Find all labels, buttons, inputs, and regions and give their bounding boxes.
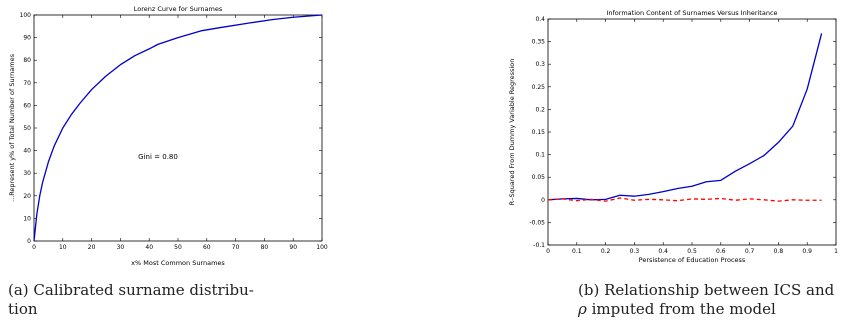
- chart-a-y-tick-label: 90: [23, 35, 31, 42]
- chart-b-y-tick-label: 0.3: [535, 61, 545, 68]
- chart-b-x-tick-label: 0.6: [716, 248, 726, 255]
- chart-a-y-tick-label: 40: [23, 148, 31, 155]
- chart-b-x-tick-label: 0.7: [745, 248, 755, 255]
- chart-b-y-tick-label: 0.05: [532, 174, 546, 181]
- gini-annotation: Gini = 0.80: [138, 153, 178, 161]
- chart-information-content: Information Content of Surnames Versus I…: [508, 9, 838, 264]
- caption-b: (b) Relationship between ICS and ρ imput…: [578, 281, 848, 319]
- chart-b-x-tick-label: 0.4: [658, 248, 668, 255]
- chart-a-x-tick-label: 20: [88, 244, 96, 251]
- chart-a-series-line-0: [33, 14, 323, 242]
- chart-a-y-tick-label: 30: [23, 170, 31, 177]
- chart-a-y-tick-label: 50: [23, 125, 31, 132]
- chart-a-x-tick-label: 50: [174, 244, 182, 251]
- chart-b-y-tick-label: 0: [541, 197, 545, 204]
- caption-b-rho: ρ: [578, 300, 587, 318]
- chart-b-x-tick-label: 0.5: [687, 248, 697, 255]
- chart-a-y-tick-label: 100: [20, 12, 32, 19]
- caption-a-line2: tion: [8, 300, 38, 318]
- chart-b-x-tick-label: 0.9: [802, 248, 812, 255]
- chart-a-x-tick-label: 40: [145, 244, 153, 251]
- chart-b-series-line-1: [547, 197, 822, 202]
- chart-b-title: Information Content of Surnames Versus I…: [606, 9, 777, 17]
- chart-a-x-tick-label: 60: [203, 244, 211, 251]
- plot-area-a: [33, 14, 323, 242]
- chart-lorenz-curve: Lorenz Curve for Surnames x% Most Common…: [8, 5, 328, 267]
- caption-b-line2-rest: imputed from the model: [586, 300, 776, 318]
- chart-b-y-tick-label: 0.1: [535, 152, 545, 159]
- caption-a-line1: (a) Calibrated surname distribu-: [8, 281, 254, 299]
- caption-a: (a) Calibrated surname distribu- tion: [8, 281, 308, 319]
- chart-b-y-tick-label: -0.1: [533, 242, 545, 249]
- chart-b-y-tick-label: 0.15: [532, 129, 546, 136]
- chart-a-y-tick-label: 70: [23, 80, 31, 87]
- chart-b-x-tick-label: 0.2: [601, 248, 611, 255]
- chart-a-xlabel: x% Most Common Surnames: [131, 259, 225, 267]
- caption-b-line1: (b) Relationship between ICS and: [578, 281, 835, 299]
- chart-b-x-tick-label: 0.3: [630, 248, 640, 255]
- chart-a-x-tick-label: 0: [32, 244, 36, 251]
- chart-a-y-tick-label: 10: [23, 215, 31, 222]
- chart-a-x-tick-label: 70: [232, 244, 240, 251]
- chart-b-y-tick-label: -0.05: [529, 219, 545, 226]
- chart-a-y-tick-label: 60: [23, 102, 31, 109]
- chart-b-y-tick-label: 0.2: [535, 106, 545, 113]
- chart-a-y-tick-label: 0: [27, 238, 31, 245]
- chart-a-x-tick-label: 90: [289, 244, 297, 251]
- chart-b-y-tick-label: 0.35: [532, 39, 546, 46]
- chart-a-x-tick-label: 80: [261, 244, 269, 251]
- caption-b-line2: ρ imputed from the model: [578, 300, 848, 319]
- plot-area-b: [547, 18, 837, 246]
- chart-a-ylabel: ...Represent y% of Total Number of Surna…: [8, 53, 16, 202]
- chart-a-x-tick-label: 30: [117, 244, 125, 251]
- chart-b-x-tick-label: 0.8: [774, 248, 784, 255]
- chart-b-xlabel: Persistence of Education Process: [639, 256, 746, 264]
- chart-b-x-tick-label: 0: [546, 248, 550, 255]
- chart-a-y-tick-label: 20: [23, 193, 31, 200]
- chart-b-y-tick-label: 0.25: [532, 84, 546, 91]
- chart-a-title: Lorenz Curve for Surnames: [134, 5, 223, 13]
- chart-a-x-tick-label: 100: [316, 244, 328, 251]
- chart-b-x-tick-label: 1: [834, 248, 838, 255]
- chart-a-x-tick-label: 10: [59, 244, 67, 251]
- chart-b-y-tick-label: 0.4: [535, 16, 545, 23]
- chart-b-x-tick-label: 0.1: [572, 248, 582, 255]
- chart-a-y-tick-label: 80: [23, 57, 31, 64]
- chart-b-ylabel: R–Squared From Dummy Variable Regression: [508, 59, 516, 206]
